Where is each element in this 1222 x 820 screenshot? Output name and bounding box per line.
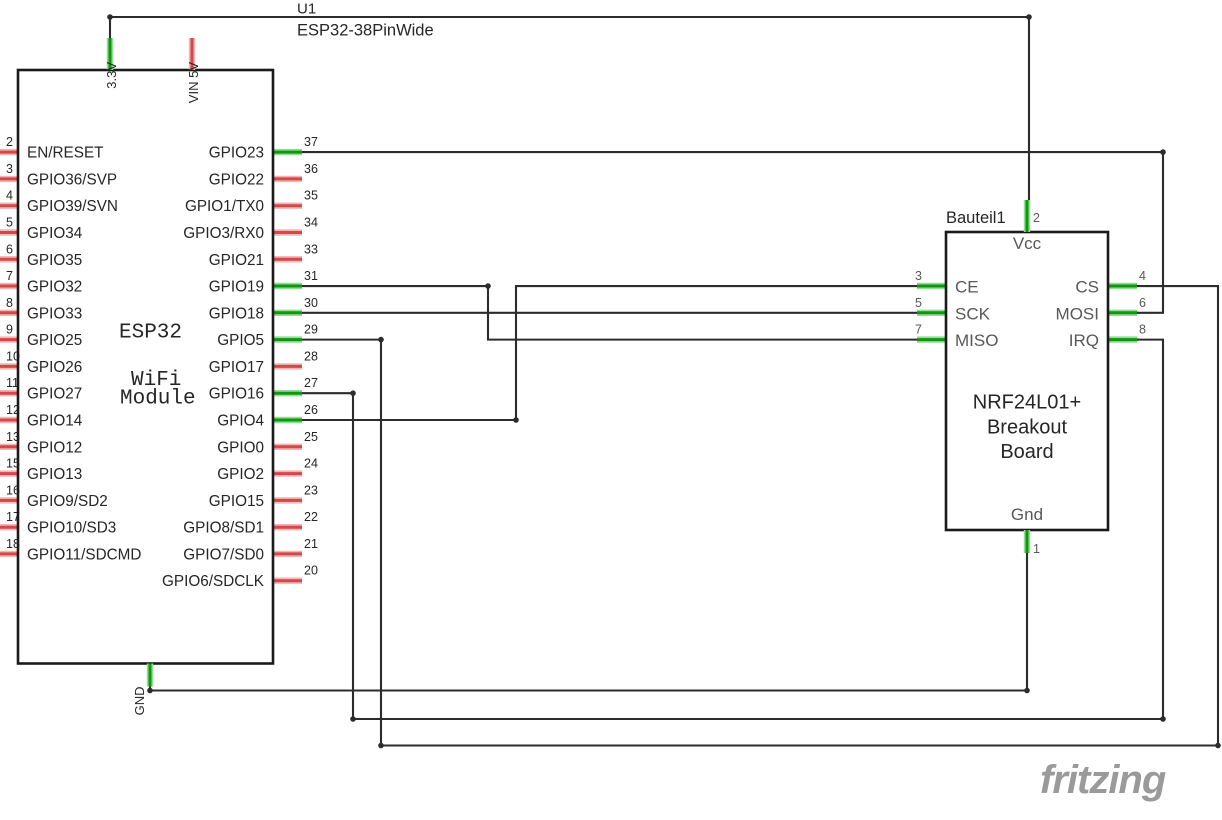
svg-text:GPIO10/SD3: GPIO10/SD3 <box>27 520 116 537</box>
svg-text:GPIO25: GPIO25 <box>27 332 82 349</box>
svg-text:4: 4 <box>6 189 13 203</box>
svg-text:GPIO8/SD1: GPIO8/SD1 <box>183 520 264 537</box>
svg-text:GPIO0: GPIO0 <box>217 439 264 456</box>
svg-text:6: 6 <box>1139 296 1146 310</box>
svg-text:2: 2 <box>6 135 13 149</box>
svg-text:GPIO4: GPIO4 <box>217 413 264 430</box>
svg-text:GPIO19: GPIO19 <box>209 279 264 296</box>
svg-text:4: 4 <box>1139 269 1146 283</box>
svg-text:20: 20 <box>304 564 318 578</box>
svg-text:7: 7 <box>6 269 13 283</box>
svg-text:Board: Board <box>1000 441 1053 463</box>
svg-text:GPIO32: GPIO32 <box>27 279 82 296</box>
svg-text:27: 27 <box>304 376 318 390</box>
svg-text:NRF24L01+: NRF24L01+ <box>973 392 1081 414</box>
svg-text:IRQ: IRQ <box>1069 331 1099 350</box>
svg-text:3: 3 <box>6 162 13 176</box>
svg-text:8: 8 <box>1139 323 1146 337</box>
svg-text:CS: CS <box>1075 278 1099 297</box>
svg-text:GPIO22: GPIO22 <box>209 171 264 188</box>
svg-text:GPIO2: GPIO2 <box>217 466 264 483</box>
svg-text:3: 3 <box>915 269 922 283</box>
svg-text:EN/RESET: EN/RESET <box>27 145 104 162</box>
svg-text:GPIO1/TX0: GPIO1/TX0 <box>185 198 264 215</box>
svg-text:5: 5 <box>915 296 922 310</box>
svg-text:9: 9 <box>6 323 13 337</box>
svg-text:GPIO5: GPIO5 <box>217 332 264 349</box>
svg-text:GPIO39/SVN: GPIO39/SVN <box>27 198 118 215</box>
svg-text:Gnd: Gnd <box>1011 505 1043 524</box>
svg-text:GPIO9/SD2: GPIO9/SD2 <box>27 493 108 510</box>
svg-text:1: 1 <box>1033 542 1040 556</box>
svg-text:28: 28 <box>304 349 318 363</box>
svg-text:MISO: MISO <box>955 331 998 350</box>
svg-text:6: 6 <box>6 242 13 256</box>
svg-text:GPIO12: GPIO12 <box>27 439 82 456</box>
svg-text:24: 24 <box>304 457 318 471</box>
svg-text:GPIO26: GPIO26 <box>27 359 82 376</box>
svg-text:GPIO16: GPIO16 <box>209 386 264 403</box>
svg-text:Vcc: Vcc <box>1013 234 1042 253</box>
svg-text:GPIO18: GPIO18 <box>209 305 264 322</box>
svg-text:GPIO33: GPIO33 <box>27 305 82 322</box>
svg-text:GPIO15: GPIO15 <box>209 493 264 510</box>
svg-text:GPIO7/SD0: GPIO7/SD0 <box>183 546 264 563</box>
svg-text:GPIO21: GPIO21 <box>209 252 264 269</box>
svg-text:GND: GND <box>132 687 147 716</box>
svg-text:GPIO17: GPIO17 <box>209 359 264 376</box>
svg-text:GPIO35: GPIO35 <box>27 252 82 269</box>
svg-text:37: 37 <box>304 135 318 149</box>
svg-text:Bauteil1: Bauteil1 <box>946 209 1006 227</box>
svg-text:2: 2 <box>1033 211 1040 225</box>
svg-text:CE: CE <box>955 278 979 297</box>
svg-text:31: 31 <box>304 269 318 283</box>
svg-text:25: 25 <box>304 430 318 444</box>
svg-text:GPIO23: GPIO23 <box>209 145 264 162</box>
svg-text:Breakout: Breakout <box>987 416 1067 438</box>
svg-text:23: 23 <box>304 483 318 497</box>
svg-text:MOSI: MOSI <box>1056 304 1099 323</box>
svg-text:Module: Module <box>120 388 196 411</box>
svg-text:GPIO3/RX0: GPIO3/RX0 <box>183 225 264 242</box>
svg-text:GPIO6/SDCLK: GPIO6/SDCLK <box>162 573 265 590</box>
svg-text:GPIO27: GPIO27 <box>27 386 82 403</box>
svg-text:5: 5 <box>6 216 13 230</box>
svg-text:26: 26 <box>304 403 318 417</box>
svg-text:GPIO13: GPIO13 <box>27 466 82 483</box>
svg-text:33: 33 <box>304 242 318 256</box>
svg-text:29: 29 <box>304 323 318 337</box>
svg-text:SCK: SCK <box>955 304 991 323</box>
svg-text:GPIO36/SVP: GPIO36/SVP <box>27 171 117 188</box>
svg-text:22: 22 <box>304 510 318 524</box>
svg-text:35: 35 <box>304 189 318 203</box>
svg-text:30: 30 <box>304 296 318 310</box>
svg-text:36: 36 <box>304 162 318 176</box>
svg-text:ESP32-38PinWide: ESP32-38PinWide <box>297 22 434 40</box>
svg-text:34: 34 <box>304 216 318 230</box>
svg-text:U1: U1 <box>297 1 316 18</box>
svg-text:GPIO34: GPIO34 <box>27 225 83 242</box>
svg-text:8: 8 <box>6 296 13 310</box>
svg-text:ESP32: ESP32 <box>119 322 182 345</box>
svg-text:3.3V: 3.3V <box>104 62 119 89</box>
svg-text:GPIO14: GPIO14 <box>27 413 83 430</box>
svg-text:GPIO11/SDCMD: GPIO11/SDCMD <box>27 546 141 563</box>
svg-text:VIN 5V: VIN 5V <box>186 62 201 104</box>
svg-text:21: 21 <box>304 537 318 551</box>
svg-text:7: 7 <box>915 323 922 337</box>
